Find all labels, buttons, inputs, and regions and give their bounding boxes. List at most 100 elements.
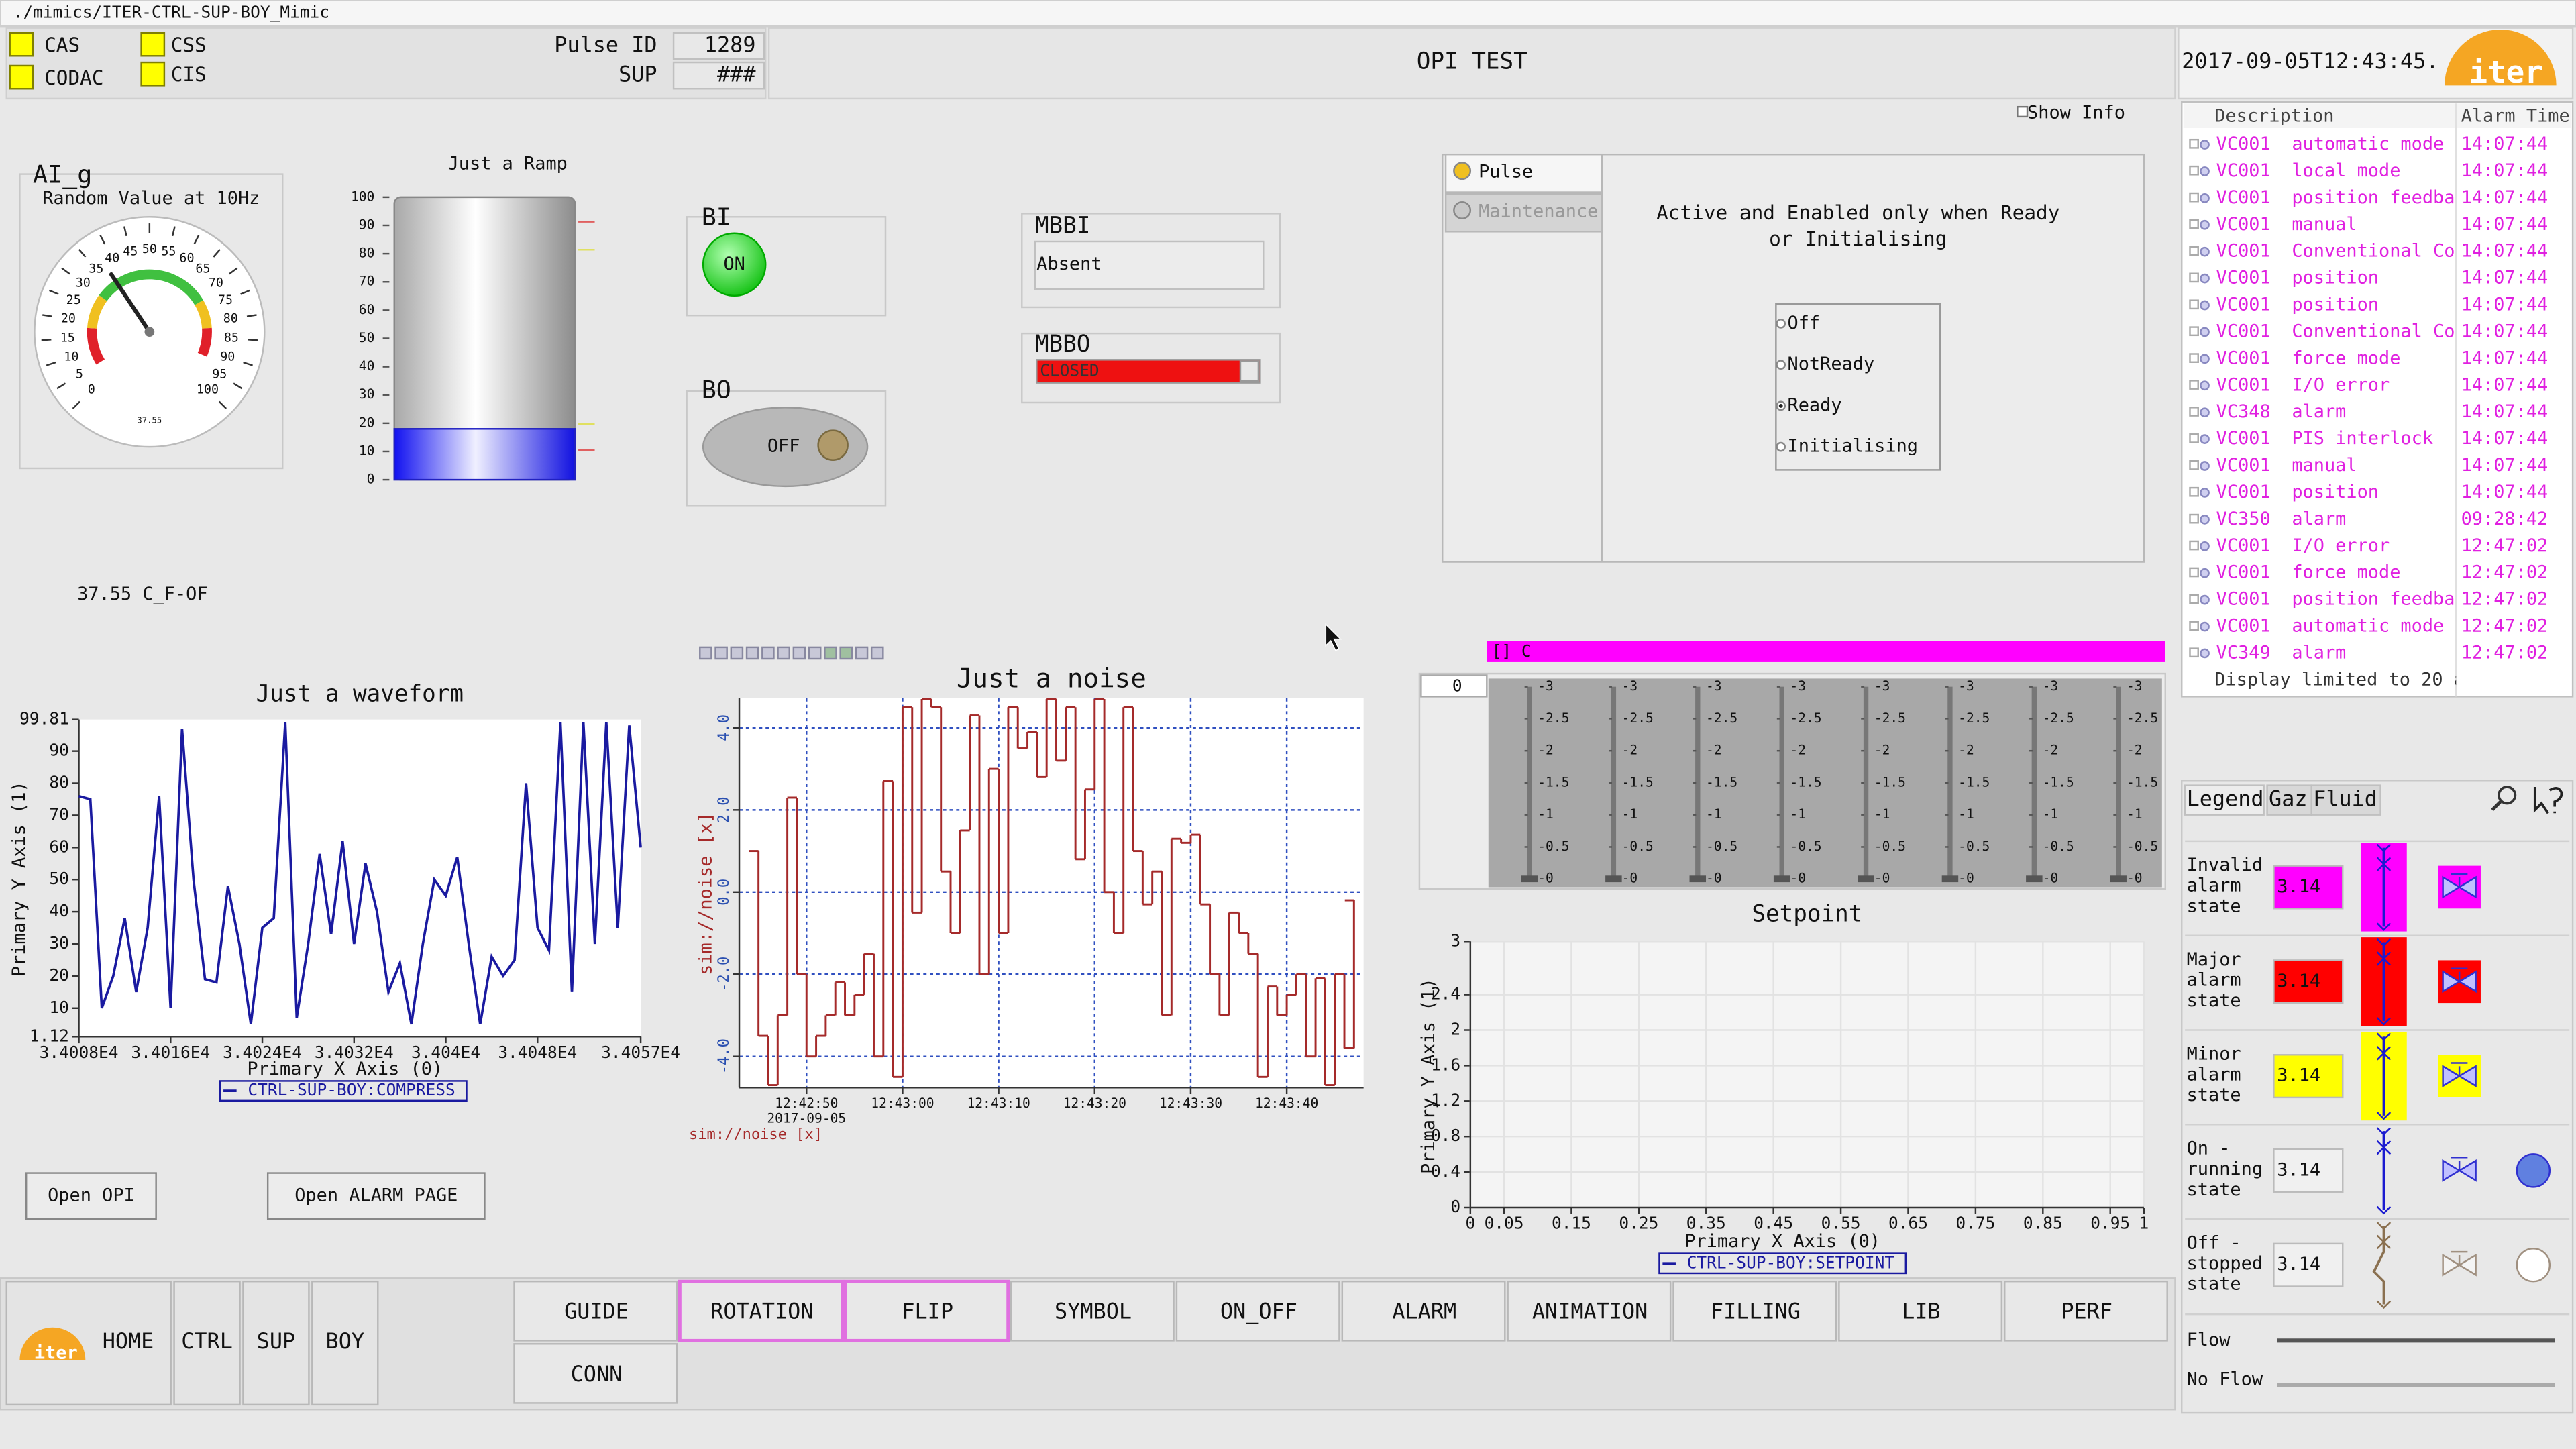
nav-tab-label[interactable]: LIB — [1902, 1299, 1941, 1324]
row-checkbox[interactable] — [2189, 407, 2199, 417]
gauge-zone — [87, 327, 105, 365]
toolbar-icon[interactable] — [792, 646, 806, 660]
radio[interactable] — [1776, 441, 1786, 452]
row-checkbox[interactable] — [2189, 380, 2199, 390]
nav-tab-label[interactable]: GUIDE — [564, 1299, 629, 1324]
row-checkbox[interactable] — [2189, 326, 2199, 337]
nav-tab[interactable] — [513, 1343, 678, 1404]
slider-tick-label: -3 — [1958, 678, 1974, 694]
nav-tab-label[interactable]: ROTATION — [710, 1299, 813, 1324]
toolbar-icon[interactable] — [714, 646, 728, 660]
nav-label[interactable]: HOME — [103, 1328, 154, 1354]
toolbar-icon[interactable] — [839, 646, 853, 660]
nav-tab-label[interactable]: SYMBOL — [1055, 1299, 1132, 1324]
row-checkbox[interactable] — [2189, 246, 2199, 256]
help-icon[interactable] — [2533, 787, 2563, 814]
nav-tab[interactable] — [1341, 1280, 1506, 1342]
nav-label[interactable]: SUP — [257, 1328, 296, 1354]
nav-label[interactable]: BOY — [326, 1328, 365, 1354]
toolbar-icon[interactable] — [699, 646, 712, 660]
slider-knob[interactable] — [1689, 875, 1707, 883]
tab[interactable] — [2184, 784, 2265, 816]
nav-tab-label[interactable]: FLIP — [902, 1299, 953, 1324]
slider-tick-label: -1.5 — [1538, 774, 1569, 790]
row-checkbox[interactable] — [2189, 138, 2199, 149]
row-checkbox[interactable] — [2189, 192, 2199, 203]
slider-knob[interactable] — [1773, 875, 1790, 883]
row-checkbox[interactable] — [2189, 353, 2199, 363]
nav-tab-label[interactable]: FILLING — [1711, 1299, 1801, 1324]
spinner[interactable] — [1420, 674, 1488, 698]
toggle-button[interactable] — [702, 407, 869, 488]
combo-arrow[interactable] — [1239, 360, 1260, 382]
nav-tab[interactable] — [513, 1280, 678, 1342]
combo-box[interactable] — [1036, 359, 1261, 384]
row-checkbox[interactable] — [2189, 272, 2199, 283]
row-checkbox[interactable] — [2189, 540, 2199, 551]
search-icon[interactable] — [2498, 786, 2517, 805]
slider-knob[interactable] — [1605, 875, 1622, 883]
row-checkbox[interactable] — [2189, 567, 2199, 578]
tab[interactable] — [1444, 153, 1603, 193]
chart-title: Setpoint — [1752, 901, 1862, 928]
x-axis-label: Primary X Axis (0) — [1684, 1231, 1880, 1252]
nav-tab[interactable] — [678, 1279, 845, 1342]
row-checkbox[interactable] — [2189, 299, 2199, 310]
nav-tab[interactable] — [1838, 1280, 2003, 1342]
slider-knob[interactable] — [1858, 875, 1874, 883]
nav-label[interactable]: CTRL — [181, 1328, 233, 1354]
toolbar-icon[interactable] — [761, 646, 775, 660]
slider-knob[interactable] — [2026, 875, 2043, 883]
row-checkbox[interactable] — [2189, 647, 2199, 658]
button-label[interactable]: Open ALARM PAGE — [294, 1185, 458, 1205]
tab[interactable] — [1444, 193, 1603, 233]
toolbar-icon[interactable] — [855, 646, 869, 660]
toolbar-icon[interactable] — [824, 646, 837, 660]
nav-tab[interactable] — [1010, 1280, 1175, 1342]
slider-knob[interactable] — [1521, 875, 1538, 883]
button[interactable] — [266, 1172, 486, 1220]
nav-tab-label[interactable]: ALARM — [1392, 1299, 1456, 1324]
row-checkbox[interactable] — [2189, 433, 2199, 443]
tab[interactable] — [2266, 784, 2312, 816]
nav-tab-label[interactable]: CONN — [571, 1361, 623, 1387]
toolbar-icon[interactable] — [730, 646, 744, 660]
nav-button[interactable] — [242, 1280, 310, 1406]
toolbar-icon[interactable] — [808, 646, 822, 660]
label: Pulse ID — [554, 32, 657, 58]
nav-button[interactable] — [173, 1280, 241, 1406]
series-line — [78, 722, 642, 1025]
row-checkbox[interactable] — [2189, 486, 2199, 497]
radio[interactable] — [1776, 319, 1786, 329]
row-checkbox[interactable] — [2189, 513, 2199, 524]
checkbox[interactable] — [2017, 105, 2029, 118]
slider-knob[interactable] — [2110, 875, 2127, 883]
nav-tab[interactable] — [2004, 1280, 2168, 1342]
nav-tab[interactable] — [843, 1279, 1010, 1342]
button[interactable] — [25, 1172, 157, 1220]
radio[interactable] — [1776, 360, 1786, 370]
row-checkbox[interactable] — [2189, 460, 2199, 470]
alarm-description: position — [2292, 482, 2379, 502]
row-checkbox[interactable] — [2189, 594, 2199, 604]
nav-tab-label[interactable]: ON_OFF — [1220, 1299, 1297, 1324]
nav-tab-label[interactable]: ANIMATION — [1532, 1299, 1648, 1324]
slider-tick-label: -0 — [1538, 871, 1554, 886]
toolbar-icon[interactable] — [777, 646, 790, 660]
tab[interactable] — [2310, 784, 2381, 816]
plot-area — [1470, 941, 2144, 1208]
nav-tab[interactable] — [1507, 1280, 1672, 1342]
row-checkbox[interactable] — [2189, 621, 2199, 631]
nav-tab[interactable] — [1672, 1280, 1837, 1342]
slider-knob[interactable] — [1941, 875, 1959, 883]
nav-button[interactable] — [311, 1280, 379, 1406]
row-checkbox[interactable] — [2189, 165, 2199, 176]
alarm-description: manual — [2292, 214, 2357, 235]
button-label[interactable]: Open OPI — [48, 1185, 135, 1205]
toolbar-icon[interactable] — [870, 646, 884, 660]
toolbar-icon[interactable] — [745, 646, 759, 660]
nav-tab[interactable] — [1175, 1280, 1340, 1342]
gauge-tick-label: 70 — [209, 276, 223, 290]
nav-tab-label[interactable]: PERF — [2061, 1299, 2112, 1324]
row-checkbox[interactable] — [2189, 219, 2199, 229]
